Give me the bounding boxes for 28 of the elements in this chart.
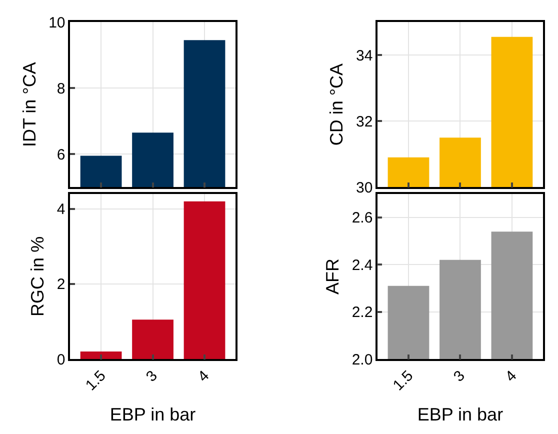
- y-tick-label: 0: [56, 351, 66, 368]
- y-tick-label: 2.6: [352, 210, 373, 227]
- x-tick-label: 1.5: [82, 367, 110, 394]
- y-axis-title: CD in °CA: [326, 63, 347, 146]
- y-tick-label: 30: [356, 179, 373, 196]
- x-tick-label: 3: [142, 367, 161, 386]
- y-axis-title: RGC in %: [28, 236, 48, 316]
- y-tick-label: 6: [56, 146, 66, 164]
- bar: [184, 201, 226, 359]
- y-tick-label: 2.2: [352, 304, 373, 322]
- y-tick-label: 32: [356, 113, 373, 130]
- x-tick-label: 3: [450, 367, 468, 386]
- bar: [132, 320, 174, 359]
- y-axis-title: IDT in °CA: [19, 62, 40, 148]
- y-tick-label: 2: [56, 276, 66, 294]
- y-tick-label: 2.4: [352, 256, 373, 274]
- y-axis-title: AFR: [322, 258, 343, 294]
- bar: [80, 351, 122, 359]
- y-tick-label: 4: [56, 201, 66, 218]
- x-tick-label: 4: [502, 367, 520, 386]
- y-tick-label: 2.0: [352, 351, 373, 368]
- x-axis-title: EBP in bar: [417, 404, 504, 425]
- x-axis-title: EBP in bar: [110, 404, 196, 425]
- y-tick-label: 34: [356, 47, 373, 64]
- x-tick-label: 1.5: [390, 367, 417, 394]
- y-tick-label: 10: [48, 14, 66, 32]
- x-tick-label: 4: [194, 367, 213, 386]
- y-tick-label: 8: [56, 80, 66, 98]
